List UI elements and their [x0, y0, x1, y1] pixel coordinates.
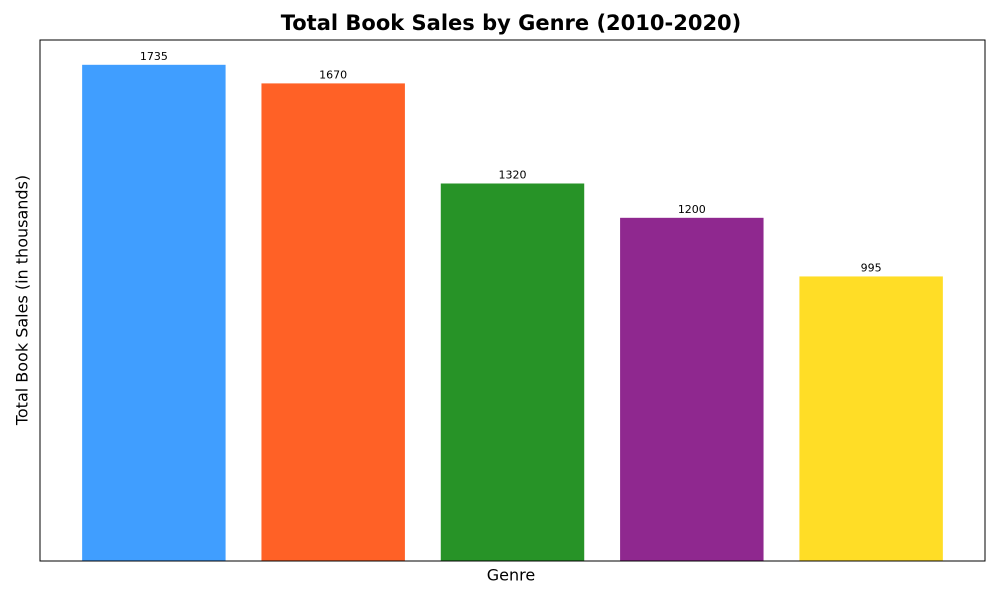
bar — [440, 183, 585, 561]
data-label: 995 — [861, 261, 882, 274]
bar — [82, 64, 226, 562]
y-axis-label: Total Book Sales (in thousands) — [13, 175, 32, 426]
bar — [261, 83, 405, 561]
data-label: 1735 — [140, 50, 168, 63]
plot-frame — [39, 39, 986, 562]
x-axis-label: Genre — [487, 566, 535, 585]
data-label: 1320 — [499, 168, 527, 181]
chart-title: Total Book Sales by Genre (2010-2020) — [281, 11, 742, 35]
data-label: 1200 — [678, 203, 706, 216]
data-label: 1670 — [319, 68, 347, 81]
bar — [620, 217, 764, 561]
bar — [799, 276, 943, 561]
